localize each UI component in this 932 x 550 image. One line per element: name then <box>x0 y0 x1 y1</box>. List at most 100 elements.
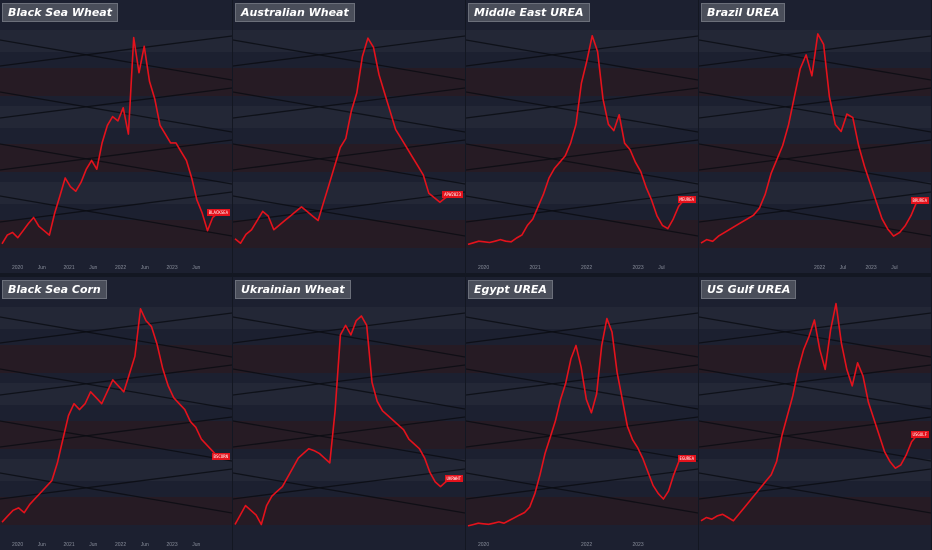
trendline <box>233 420 465 462</box>
price-zone-band <box>0 30 232 52</box>
trendline <box>233 91 465 133</box>
x-tick-label: Jul <box>891 265 897 271</box>
trendline <box>0 364 232 396</box>
trendline <box>233 316 465 358</box>
trendline <box>466 91 698 133</box>
price-zone-band <box>0 497 232 525</box>
price-zone-band <box>466 144 698 172</box>
last-price-badge: APW2023 <box>442 191 463 198</box>
x-tick-label: 2022 <box>115 265 126 271</box>
price-zone-band <box>233 30 465 52</box>
trendline <box>466 368 698 410</box>
trendline <box>0 139 232 171</box>
price-series-line <box>467 35 685 246</box>
price-chart[interactable] <box>699 277 931 550</box>
trendline <box>0 191 232 223</box>
price-zone-band <box>699 68 931 96</box>
trendline <box>233 416 465 448</box>
trendline <box>0 39 232 81</box>
price-series-line <box>700 302 918 522</box>
price-chart[interactable]: 2022 Jul 2023 Jul <box>699 0 931 273</box>
trendline <box>466 195 698 237</box>
trendline <box>233 139 465 171</box>
price-zone-band <box>233 68 465 96</box>
last-price-badge: BRUREA <box>910 197 929 205</box>
price-zone-band <box>0 459 232 481</box>
price-zone-band <box>0 421 232 449</box>
x-tick-label: 2020 <box>478 265 489 271</box>
chart-title: Black Sea Corn <box>2 280 107 299</box>
trendline <box>0 368 232 410</box>
trendline <box>0 143 232 185</box>
trendline <box>233 195 465 237</box>
chart-panel[interactable]: Ukrainian Wheat UKRWHT <box>233 277 465 550</box>
price-series-line <box>234 315 452 526</box>
trendline <box>699 364 931 396</box>
price-zone-band <box>0 68 232 96</box>
x-tick-label: Jun <box>192 265 200 271</box>
trendline <box>233 472 465 514</box>
price-zone-band <box>466 497 698 525</box>
chart-title: Australian Wheat <box>235 3 355 22</box>
trendline <box>0 91 232 133</box>
chart-title: Brazil UREA <box>701 3 786 22</box>
trendline <box>699 468 931 500</box>
price-zone-band <box>0 345 232 373</box>
x-tick-label: 2020 <box>12 265 23 271</box>
price-zone-band <box>233 144 465 172</box>
trendline <box>233 191 465 223</box>
price-zone-band <box>233 220 465 248</box>
price-chart[interactable] <box>233 277 465 550</box>
last-price-badge: BSCORN <box>211 452 230 460</box>
x-tick-label: Jul <box>658 265 664 271</box>
chart-title: Middle East UREA <box>468 3 590 22</box>
chart-panel[interactable]: 2020 2021 2022 2023 Jul Middle East UREA MEURE… <box>466 0 698 273</box>
x-tick-label: 2022 <box>115 542 126 548</box>
price-zone-band <box>233 307 465 329</box>
x-tick-label: 2021 <box>530 265 541 271</box>
price-chart[interactable] <box>233 0 465 273</box>
price-zone-band <box>699 182 931 204</box>
chart-panel[interactable]: 2020 Jun 2021 Jun 2022 Jun 2023 Jun Black Sea Co… <box>0 277 232 550</box>
chart-panel[interactable]: 2020 2022 2023 Egypt UREA EGUREA <box>466 277 698 550</box>
price-zone-band <box>466 307 698 329</box>
trendline <box>233 35 465 67</box>
x-tick-label: 2023 <box>633 265 644 271</box>
trendline <box>0 316 232 358</box>
chart-panel[interactable]: 2020 Jun 2021 Jun 2022 Jun 2023 Jun Black Sea Wh… <box>0 0 232 273</box>
chart-title: Ukrainian Wheat <box>235 280 351 299</box>
price-zone-band <box>699 106 931 128</box>
trendline <box>466 143 698 185</box>
price-zone-band <box>699 421 931 449</box>
trendline <box>0 195 232 237</box>
chart-panel[interactable]: Australian Wheat APW2023 <box>233 0 465 273</box>
chart-panel[interactable]: US Gulf UREA USGULF <box>699 277 931 550</box>
chart-title: Black Sea Wheat <box>2 3 118 22</box>
price-chart[interactable]: 2020 Jun 2021 Jun 2022 Jun 2023 Jun <box>0 0 232 273</box>
price-series-line <box>1 36 219 245</box>
price-chart[interactable]: 2020 2021 2022 2023 Jul <box>466 0 698 273</box>
x-tick-label: Jun <box>89 265 97 271</box>
x-tick-label: 2022 <box>581 542 592 548</box>
x-tick-label: 2021 <box>64 265 75 271</box>
last-price-badge: USGULF <box>910 431 929 439</box>
trendline <box>466 472 698 514</box>
price-chart[interactable]: 2020 Jun 2021 Jun 2022 Jun 2023 Jun <box>0 277 232 550</box>
price-series-line <box>234 37 452 245</box>
x-tick-label: Jun <box>38 265 46 271</box>
x-tick-label: 2023 <box>167 542 178 548</box>
price-chart[interactable]: 2020 2022 2023 <box>466 277 698 550</box>
trendline <box>699 195 931 237</box>
price-zone-band <box>0 383 232 405</box>
trendline <box>699 416 931 448</box>
price-zone-band <box>233 459 465 481</box>
trendline <box>699 191 931 223</box>
trendline <box>233 368 465 410</box>
trendline <box>466 87 698 119</box>
last-price-badge: BLACKSEA <box>206 209 230 217</box>
price-zone-band <box>0 220 232 248</box>
trendline <box>466 416 698 448</box>
last-price-badge: EGUREA <box>677 454 696 462</box>
chart-panel[interactable]: 2022 Jul 2023 Jul Brazil UREA BRUREA <box>699 0 931 273</box>
price-zone-band <box>233 345 465 373</box>
